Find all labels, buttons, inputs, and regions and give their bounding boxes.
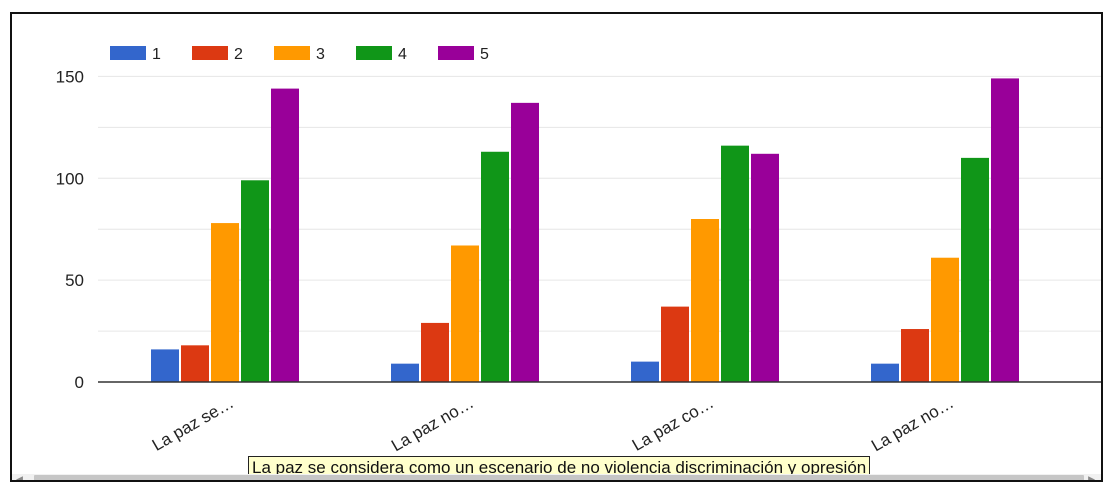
x-category-label: La paz co… xyxy=(629,393,717,455)
x-category-label: La paz no… xyxy=(868,393,957,455)
bar-series-2 xyxy=(421,322,449,382)
bar-series-3 xyxy=(451,245,479,382)
legend-label-3: 3 xyxy=(316,46,325,63)
scroll-right-icon[interactable]: ▶ xyxy=(1088,474,1095,482)
bar-series-4 xyxy=(241,180,269,382)
legend-label-4: 4 xyxy=(398,46,407,63)
chart-frame: 0 50 100 150 La paz se… La paz no… La paz co…… xyxy=(10,12,1103,482)
bar-series-3 xyxy=(931,257,959,382)
bar-series-3 xyxy=(691,219,719,382)
x-category-label: La paz se… xyxy=(149,393,237,455)
legend-swatch-3 xyxy=(274,46,310,60)
category-tooltip: La paz se considera como un escenario de… xyxy=(248,456,871,478)
bar-series-4 xyxy=(961,157,989,382)
scroll-left-icon[interactable]: ◀ xyxy=(16,474,23,482)
y-tick-label: 0 xyxy=(75,373,84,392)
y-tick-label: 150 xyxy=(56,67,84,86)
horizontal-scrollbar[interactable]: ◀ ▶ xyxy=(12,474,1101,482)
bar-series-4 xyxy=(481,151,509,382)
legend-swatch-1 xyxy=(110,46,146,60)
legend-swatch-5 xyxy=(438,46,474,60)
bar-series-2 xyxy=(901,329,929,382)
scrollbar-thumb[interactable] xyxy=(34,475,1084,480)
bar-series-2 xyxy=(181,345,209,382)
bar-series-5 xyxy=(511,102,539,383)
legend-label-1: 1 xyxy=(152,46,161,63)
bar-series-1 xyxy=(871,363,899,382)
bar-series-2 xyxy=(661,306,689,382)
bar-series-5 xyxy=(751,153,779,382)
x-category-label: La paz no… xyxy=(388,393,477,455)
y-tick-label: 100 xyxy=(56,169,84,188)
legend-label-2: 2 xyxy=(234,46,243,63)
bar-series-5 xyxy=(991,78,1019,382)
legend-swatch-2 xyxy=(192,46,228,60)
legend-label-5: 5 xyxy=(480,46,489,63)
y-tick-label: 50 xyxy=(65,271,84,290)
bar-series-4 xyxy=(721,145,749,382)
bar-series-1 xyxy=(151,349,179,382)
bar-series-1 xyxy=(391,363,419,382)
bar-series-3 xyxy=(211,223,239,382)
bar-series-1 xyxy=(631,361,659,382)
legend-swatch-4 xyxy=(356,46,392,60)
bar-series-5 xyxy=(271,88,299,382)
bar-chart: 0 50 100 150 La paz se… La paz no… La paz co…… xyxy=(56,46,1101,455)
